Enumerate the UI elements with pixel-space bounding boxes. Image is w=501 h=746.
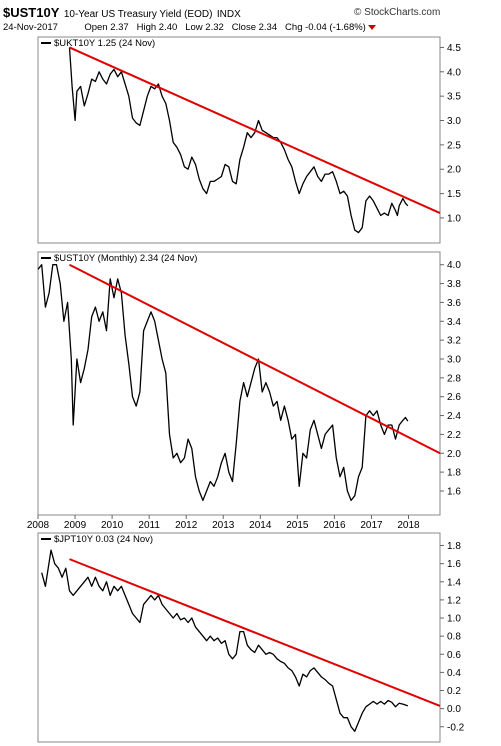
panel-1-ytick-label-6: 1.5 bbox=[447, 189, 461, 200]
panel-2-ytick-label-0: 4.0 bbox=[447, 260, 461, 271]
stockcharts-logo: © StockCharts.com bbox=[352, 7, 440, 18]
panel-2-ytick-label-1: 3.8 bbox=[447, 279, 461, 290]
panel-3-title: $JPT10Y 0.03 (24 Nov) bbox=[54, 534, 153, 545]
panel-2-ytick-label-7: 2.6 bbox=[447, 392, 461, 403]
panel-1-ytick-label-7: 1.0 bbox=[447, 213, 461, 224]
chart-title: $UST10Y 10-Year US Treasury Yield (EOD) … bbox=[3, 4, 241, 22]
symbol-label: $UST10Y bbox=[3, 5, 60, 20]
panel-2-ytick-label-6: 2.8 bbox=[447, 373, 461, 384]
open-value: Open 2.37 bbox=[84, 22, 129, 33]
x-tick-label-2015: 2015 bbox=[286, 520, 309, 531]
x-tick-label-2009: 2009 bbox=[64, 520, 87, 531]
panel-3-price-line bbox=[41, 549, 409, 732]
x-tick-label-2008: 2008 bbox=[27, 520, 50, 531]
panel-3-ytick-label-7: 0.4 bbox=[447, 668, 461, 679]
panel-1-ytick-label-3: 3.0 bbox=[447, 116, 461, 127]
x-tick-label-2012: 2012 bbox=[175, 520, 198, 531]
panel-3-ytick-label-6: 0.6 bbox=[447, 650, 461, 661]
logo-text: © StockCharts.com bbox=[354, 7, 441, 18]
description-label: 10-Year US Treasury Yield (EOD) bbox=[63, 9, 213, 20]
panel-3-ytick-label-4: 1.0 bbox=[447, 614, 461, 625]
panel-2-ytick-label-5: 3.0 bbox=[447, 354, 461, 365]
panel-2-ytick-label-10: 2.0 bbox=[447, 449, 461, 460]
x-tick-label-2013: 2013 bbox=[212, 520, 235, 531]
panel-2-ytick-label-12: 1.6 bbox=[447, 486, 461, 497]
x-tick-label-2017: 2017 bbox=[360, 520, 383, 531]
panel-3-trendline bbox=[69, 558, 441, 707]
panel-1-price-line bbox=[68, 47, 409, 234]
panel-2-trendline bbox=[69, 263, 441, 455]
panel-1-title: $UKT10Y 1.25 (24 Nov) bbox=[54, 38, 155, 49]
x-tick-label-2011: 2011 bbox=[138, 520, 160, 531]
panel-1-ytick-label-4: 2.5 bbox=[447, 140, 461, 151]
panel-2-ytick-label-8: 2.4 bbox=[447, 411, 461, 422]
panel-1-ytick-label-5: 2.0 bbox=[447, 165, 461, 176]
panel-2-title: $UST10Y (Monthly) 2.34 (24 Nov) bbox=[54, 253, 197, 264]
date-label: 24-Nov-2017 bbox=[3, 22, 58, 33]
x-tick-label-2014: 2014 bbox=[249, 520, 272, 531]
panel-3-ytick-label-5: 0.8 bbox=[447, 632, 461, 643]
panel-3-ytick-label-8: 0.2 bbox=[447, 686, 461, 697]
panel-3-ytick-label-0: 1.8 bbox=[447, 541, 461, 552]
panel-2-ytick-label-11: 1.8 bbox=[447, 468, 461, 479]
close-value: Close 2.34 bbox=[231, 22, 278, 33]
panel-1-ytick-label-1: 4.0 bbox=[447, 67, 461, 78]
change-value: Chg -0.04 (-1.68%) bbox=[285, 22, 366, 33]
x-tick-label-2018: 2018 bbox=[397, 520, 420, 531]
high-value: High 2.40 bbox=[136, 22, 178, 33]
low-value: Low 2.32 bbox=[185, 22, 224, 33]
panel-1-ytick-label-2: 3.5 bbox=[447, 92, 461, 103]
panel-1-trendline bbox=[69, 46, 441, 214]
panel-1-frame bbox=[37, 36, 441, 244]
panel-3-ytick-label-1: 1.6 bbox=[447, 559, 461, 570]
panel-3-ytick-label-2: 1.4 bbox=[447, 577, 461, 588]
panel-1-ytick-label-0: 4.5 bbox=[447, 43, 461, 54]
panel-2-ytick-label-2: 3.6 bbox=[447, 298, 461, 309]
index-label: INDX bbox=[216, 9, 241, 20]
panel-2-ytick-label-3: 3.4 bbox=[447, 317, 461, 328]
x-tick-label-2010: 2010 bbox=[101, 520, 124, 531]
panel-2-ytick-label-9: 2.2 bbox=[447, 430, 461, 441]
x-tick-label-2016: 2016 bbox=[323, 520, 346, 531]
panel-2-frame bbox=[37, 251, 441, 516]
panel-3-ytick-label-3: 1.2 bbox=[447, 595, 461, 606]
panel-2-ytick-label-4: 3.2 bbox=[447, 336, 461, 347]
panel-2-price-line bbox=[37, 264, 409, 502]
panel-3-ytick-label-9: 0.0 bbox=[447, 704, 461, 715]
down-arrow-icon bbox=[367, 24, 376, 30]
ohlc-line: 24-Nov-2017 Open 2.37 High 2.40 Low 2.32… bbox=[3, 22, 376, 33]
panel-3-ytick-label-10: -0.2 bbox=[447, 722, 465, 733]
panel-3-frame bbox=[37, 532, 441, 743]
